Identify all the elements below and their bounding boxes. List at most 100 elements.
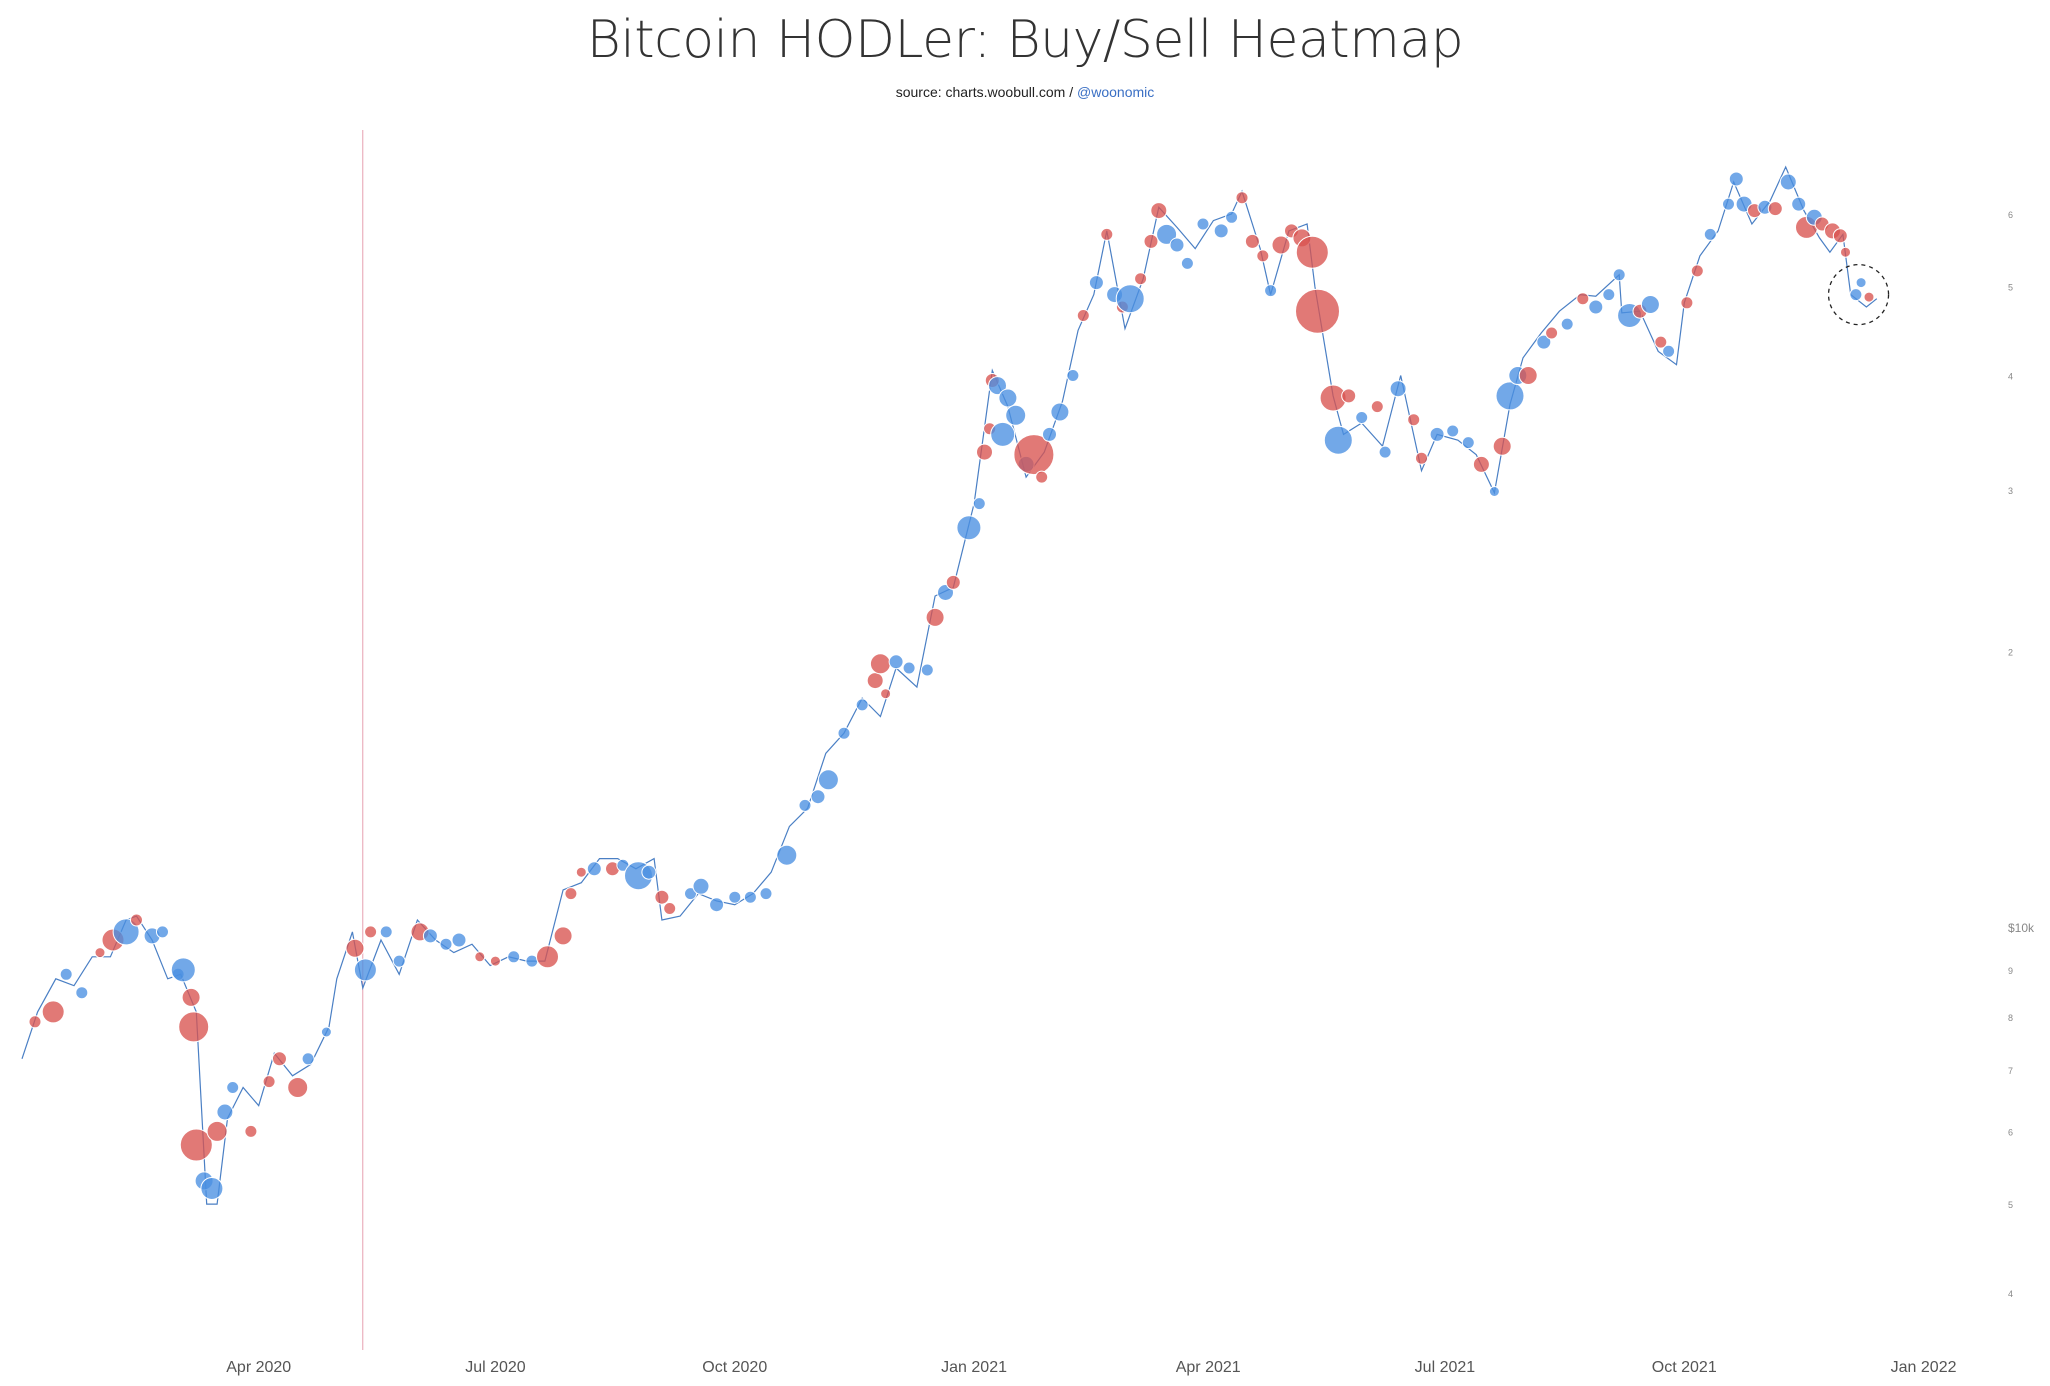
- sell-bubble: [564, 887, 578, 901]
- sell-bubble: [178, 1011, 210, 1043]
- buy-bubble: [200, 1177, 224, 1200]
- buy-bubble: [902, 661, 916, 675]
- y-tick-label: 4: [2008, 371, 2013, 381]
- source-handle-link[interactable]: @woonomic: [1077, 84, 1155, 100]
- buy-bubble: [1779, 173, 1797, 191]
- buy-bubble: [1066, 369, 1080, 382]
- buy-bubble: [1849, 288, 1863, 302]
- buy-bubble: [1612, 268, 1626, 282]
- buy-bubble: [1791, 196, 1807, 212]
- buy-bubble: [216, 1103, 234, 1121]
- buy-bubble: [379, 925, 393, 939]
- buy-bubble: [1495, 381, 1525, 411]
- buy-bubble: [990, 421, 1016, 447]
- buy-bubble: [1560, 317, 1574, 331]
- y-axis: 4 5 6 7 8 9 $10k 2 3 4 5 6: [2008, 210, 2035, 1299]
- buy-bubble: [743, 890, 757, 904]
- buy-bubble: [1722, 197, 1735, 211]
- sell-bubble: [1150, 202, 1168, 220]
- buy-bubble: [1588, 299, 1604, 315]
- sell-bubble: [244, 1124, 258, 1138]
- buy-bubble: [59, 967, 73, 981]
- buy-bubble: [855, 698, 869, 712]
- sell-bubble: [1134, 272, 1148, 286]
- sell-bubble: [976, 443, 993, 461]
- x-tick-label: Jan 2022: [1891, 1359, 1957, 1376]
- sell-bubble: [925, 607, 945, 627]
- chart-source: source: charts.woobull.com / @woonomic: [0, 84, 2050, 100]
- buy-bubble: [1323, 425, 1353, 455]
- sell-bubble: [474, 951, 486, 963]
- highlight-circle: [1827, 263, 1890, 326]
- sell-bubble: [179, 1128, 213, 1162]
- y-tick-label: 6: [2008, 1127, 2013, 1137]
- sell-bubble: [1143, 233, 1159, 249]
- sell-bubble: [1492, 436, 1512, 456]
- sell-bubble: [130, 913, 143, 927]
- buy-bubble: [692, 877, 710, 895]
- buy-bubble: [684, 887, 697, 901]
- buy-bubble: [998, 388, 1018, 408]
- x-tick-label: Apr 2021: [1176, 1359, 1241, 1376]
- sell-bubble: [206, 1120, 228, 1142]
- sell-bubble: [1244, 233, 1260, 249]
- buy-bubble: [709, 897, 725, 913]
- sell-bubble: [272, 1051, 287, 1067]
- sell-bubble: [287, 1077, 309, 1098]
- x-tick-label: Apr 2020: [226, 1359, 291, 1376]
- sell-bubble: [1013, 434, 1055, 476]
- buy-bubble: [1429, 426, 1445, 442]
- x-tick-label: Jul 2020: [465, 1359, 526, 1376]
- buy-bubble: [798, 798, 812, 812]
- buy-bubble: [759, 887, 773, 901]
- sell-bubble: [1407, 413, 1421, 427]
- buy-bubble: [75, 986, 89, 1000]
- buy-bubble: [1156, 223, 1178, 245]
- sell-bubble: [28, 1015, 42, 1029]
- buy-bubble: [1180, 256, 1194, 270]
- x-tick-label: Oct 2021: [1652, 1359, 1717, 1376]
- buy-bubble: [507, 950, 521, 964]
- x-axis: Apr 2020 Jul 2020 Oct 2020 Jan 2021 Apr 2021…: [226, 1359, 1956, 1376]
- buy-bubble: [1213, 223, 1229, 239]
- sell-bubble: [1576, 292, 1590, 306]
- buy-bubble: [641, 864, 657, 880]
- y-tick-label: 4: [2008, 1289, 2013, 1299]
- price-line: [21, 165, 1878, 1205]
- sell-bubble: [1415, 451, 1428, 465]
- buy-bubble: [837, 726, 851, 740]
- y-tick-label: 9: [2008, 966, 2013, 976]
- x-tick-label: Oct 2020: [702, 1359, 767, 1376]
- buy-bubble: [156, 925, 169, 939]
- sell-bubble: [1863, 291, 1875, 303]
- sell-bubble: [262, 1075, 276, 1089]
- sell-bubble: [663, 902, 677, 915]
- sell-bubble: [1690, 264, 1704, 278]
- buy-bubble: [1662, 344, 1676, 358]
- chart-title: Bitcoin HODLer: Buy/Sell Heatmap: [586, 10, 1464, 70]
- buy-bubble: [226, 1081, 240, 1094]
- buy-bubble: [1446, 424, 1460, 438]
- buy-bubble: [392, 954, 406, 968]
- sell-bubble: [94, 947, 106, 959]
- sell-bubble: [1370, 400, 1384, 414]
- buy-bubble: [1461, 436, 1475, 450]
- buy-bubble: [1728, 171, 1744, 187]
- sell-bubble: [364, 925, 378, 939]
- buy-bubble: [170, 957, 196, 983]
- sell-bubble: [1654, 335, 1668, 349]
- sell-bubble: [880, 688, 892, 700]
- sell-bubble: [1100, 227, 1114, 241]
- sell-bubble: [1472, 455, 1490, 473]
- sell-bubble: [553, 926, 573, 946]
- buy-bubble: [972, 497, 986, 511]
- sell-bubble: [654, 889, 670, 905]
- sell-bubble: [1767, 201, 1783, 217]
- sell-bubble: [1256, 249, 1270, 263]
- sell-bubble: [866, 672, 884, 690]
- buy-bubble: [1264, 284, 1278, 298]
- buy-bubble: [1050, 402, 1070, 422]
- y-tick-label: 5: [2008, 1200, 2013, 1210]
- buy-bubble: [1703, 227, 1717, 241]
- y-tick-label: 6: [2008, 210, 2013, 220]
